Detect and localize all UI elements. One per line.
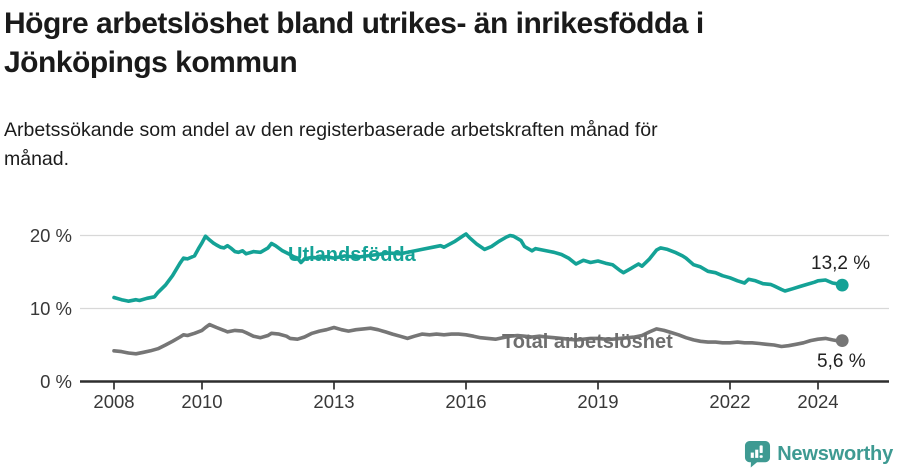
page-title: Högre arbetslöshet bland utrikes- än inr… — [4, 4, 890, 82]
title-line-1: Högre arbetslöshet bland utrikes- än inr… — [4, 7, 704, 40]
newsworthy-logo: Newsworthy — [744, 440, 893, 469]
title-line-2: Jönköpings kommun — [4, 46, 298, 79]
line-chart: 0 % 10 % 20 % 2008 2010 2013 2016 2019 2022 2024 U… — [30, 225, 889, 412]
series-label-total: Total arbetslöshet — [502, 331, 673, 353]
newsworthy-wordmark: Newsworthy — [777, 443, 893, 465]
x-tick-label: 2013 — [313, 391, 354, 412]
newsworthy-speech-bubble-chart-icon — [745, 441, 771, 468]
y-tick-label: 20 % — [30, 225, 72, 246]
chart-subtitle: Arbetssökande som andel av den registerb… — [4, 116, 890, 174]
series-label-utlandsfodda: Utlandsfödda — [288, 244, 417, 266]
subtitle-line-2: månad. — [4, 148, 70, 170]
line-chart-area: 0 % 10 % 20 % 2008 2010 2013 2016 2019 2022 2024 U… — [0, 204, 900, 420]
x-tick-label: 2022 — [709, 391, 750, 412]
end-value-label-utlandsfodda: 13,2 % — [811, 253, 870, 274]
series-line-utlandsfodda — [112, 232, 845, 303]
subtitle-line-1: Arbetssökande som andel av den registerb… — [4, 119, 658, 141]
end-dot-utlandsfodda — [835, 278, 849, 292]
end-dot-total — [835, 334, 849, 348]
y-tick-label: 10 % — [30, 298, 72, 319]
y-tick-label: 0 % — [40, 371, 72, 392]
series-line-total — [112, 322, 845, 356]
x-tick-label: 2019 — [577, 391, 618, 412]
end-value-label-total: 5,6 % — [817, 351, 866, 372]
x-tick-label: 2016 — [445, 391, 486, 412]
x-tick-label: 2008 — [93, 391, 134, 412]
x-tick-label: 2010 — [181, 391, 222, 412]
x-tick-label: 2024 — [797, 391, 838, 412]
